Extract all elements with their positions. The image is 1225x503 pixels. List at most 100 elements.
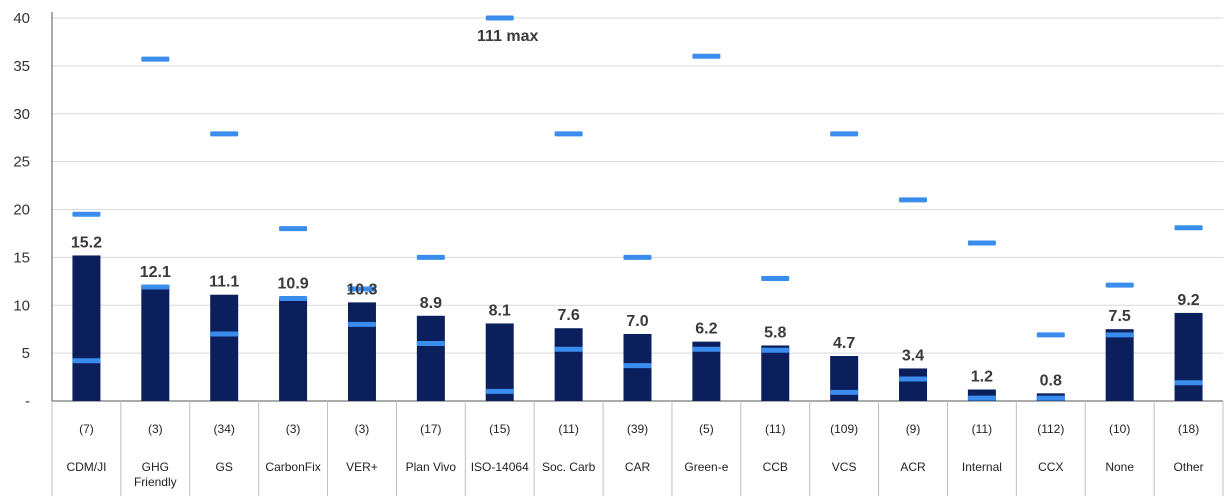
count-label: (11) [972,422,992,436]
max-marker [1036,332,1065,338]
bar [1105,329,1134,401]
value-label: 1.2 [971,369,993,386]
min-marker [692,346,721,352]
y-tick-label: - [25,393,30,410]
min-marker [554,346,583,352]
min-marker [623,363,652,369]
category-label: Friendly [134,475,177,489]
bar [485,323,514,401]
count-label: (17) [420,422,441,436]
category-label: Plan Vivo [406,460,457,474]
min-marker [347,321,376,327]
category-label: VER+ [346,460,378,474]
min-marker [1036,395,1065,401]
category-label: Internal [962,460,1002,474]
category-label: GHG [142,460,169,474]
y-tick-label: 35 [13,58,30,75]
value-label: 7.5 [1109,308,1131,325]
bar [141,285,170,401]
value-label: 3.4 [902,347,924,364]
value-label: 10.9 [278,276,309,293]
y-tick-label: 30 [13,106,30,123]
value-label: 15.2 [71,234,102,251]
value-label: 7.0 [626,313,648,330]
value-label: 5.8 [764,324,786,341]
count-label: (18) [1178,422,1199,436]
max-marker [1105,282,1134,288]
y-tick-label: 40 [13,10,30,27]
max-marker [692,53,721,59]
max-marker [347,286,376,292]
min-marker [830,389,859,395]
min-marker [967,395,996,401]
max-marker [1174,225,1203,231]
max-marker [623,254,652,260]
max-marker [830,131,859,137]
count-label: (3) [148,422,163,436]
y-tick-label: 15 [13,249,30,266]
count-label: (11) [558,422,578,436]
value-label: 4.7 [833,335,855,352]
category-label: Other [1174,460,1204,474]
value-label: 0.8 [1040,372,1062,389]
count-label: (5) [699,422,714,436]
value-label: 11.1 [209,274,239,291]
value-label: 7.6 [557,307,579,324]
max-marker [279,226,308,232]
count-label: (7) [79,422,94,436]
min-marker [1174,380,1203,386]
category-label: CCX [1038,460,1063,474]
max-marker [554,131,583,137]
min-marker [210,331,239,337]
value-label: 8.1 [489,302,511,319]
value-label: 6.2 [695,321,717,338]
y-tick-label: 10 [13,297,30,314]
value-label: 12.1 [140,264,171,281]
bar [554,328,583,401]
count-label: (109) [830,422,858,436]
value-label: 9.2 [1177,292,1199,309]
category-label: VCS [832,460,857,474]
min-marker [279,296,308,302]
min-marker [485,388,514,394]
bar [416,315,445,401]
max-annotation: 111 max [477,28,539,45]
category-label: CDM/JI [66,460,106,474]
max-marker [899,197,928,203]
max-marker [210,131,239,137]
bar [761,345,790,401]
max-marker [485,15,514,21]
count-label: (10) [1109,422,1130,436]
category-label: CCB [763,460,788,474]
bar [72,255,101,401]
category-label: Soc. Carb [542,460,596,474]
count-label: (15) [489,422,510,436]
bar [899,368,928,401]
min-marker [141,284,170,290]
bar [347,302,376,401]
y-tick-label: 20 [13,202,30,219]
category-label: None [1105,460,1134,474]
min-marker [72,358,101,364]
category-label: Green-e [684,460,728,474]
count-label: (34) [214,422,235,436]
min-marker [761,347,790,353]
category-label: CAR [625,460,651,474]
count-label: (39) [627,422,648,436]
min-marker [899,376,928,382]
count-label: (3) [286,422,301,436]
category-label: CarbonFix [265,460,320,474]
y-tick-label: 5 [22,345,30,362]
max-marker [761,275,790,281]
value-label: 10.3 [346,281,377,298]
category-label: ACR [900,460,926,474]
min-marker [416,341,445,347]
max-marker [141,56,170,62]
count-label: (11) [765,422,785,436]
category-label: ISO-14064 [471,460,529,474]
max-marker [72,211,101,217]
count-label: (112) [1037,422,1064,436]
count-label: (9) [906,422,921,436]
